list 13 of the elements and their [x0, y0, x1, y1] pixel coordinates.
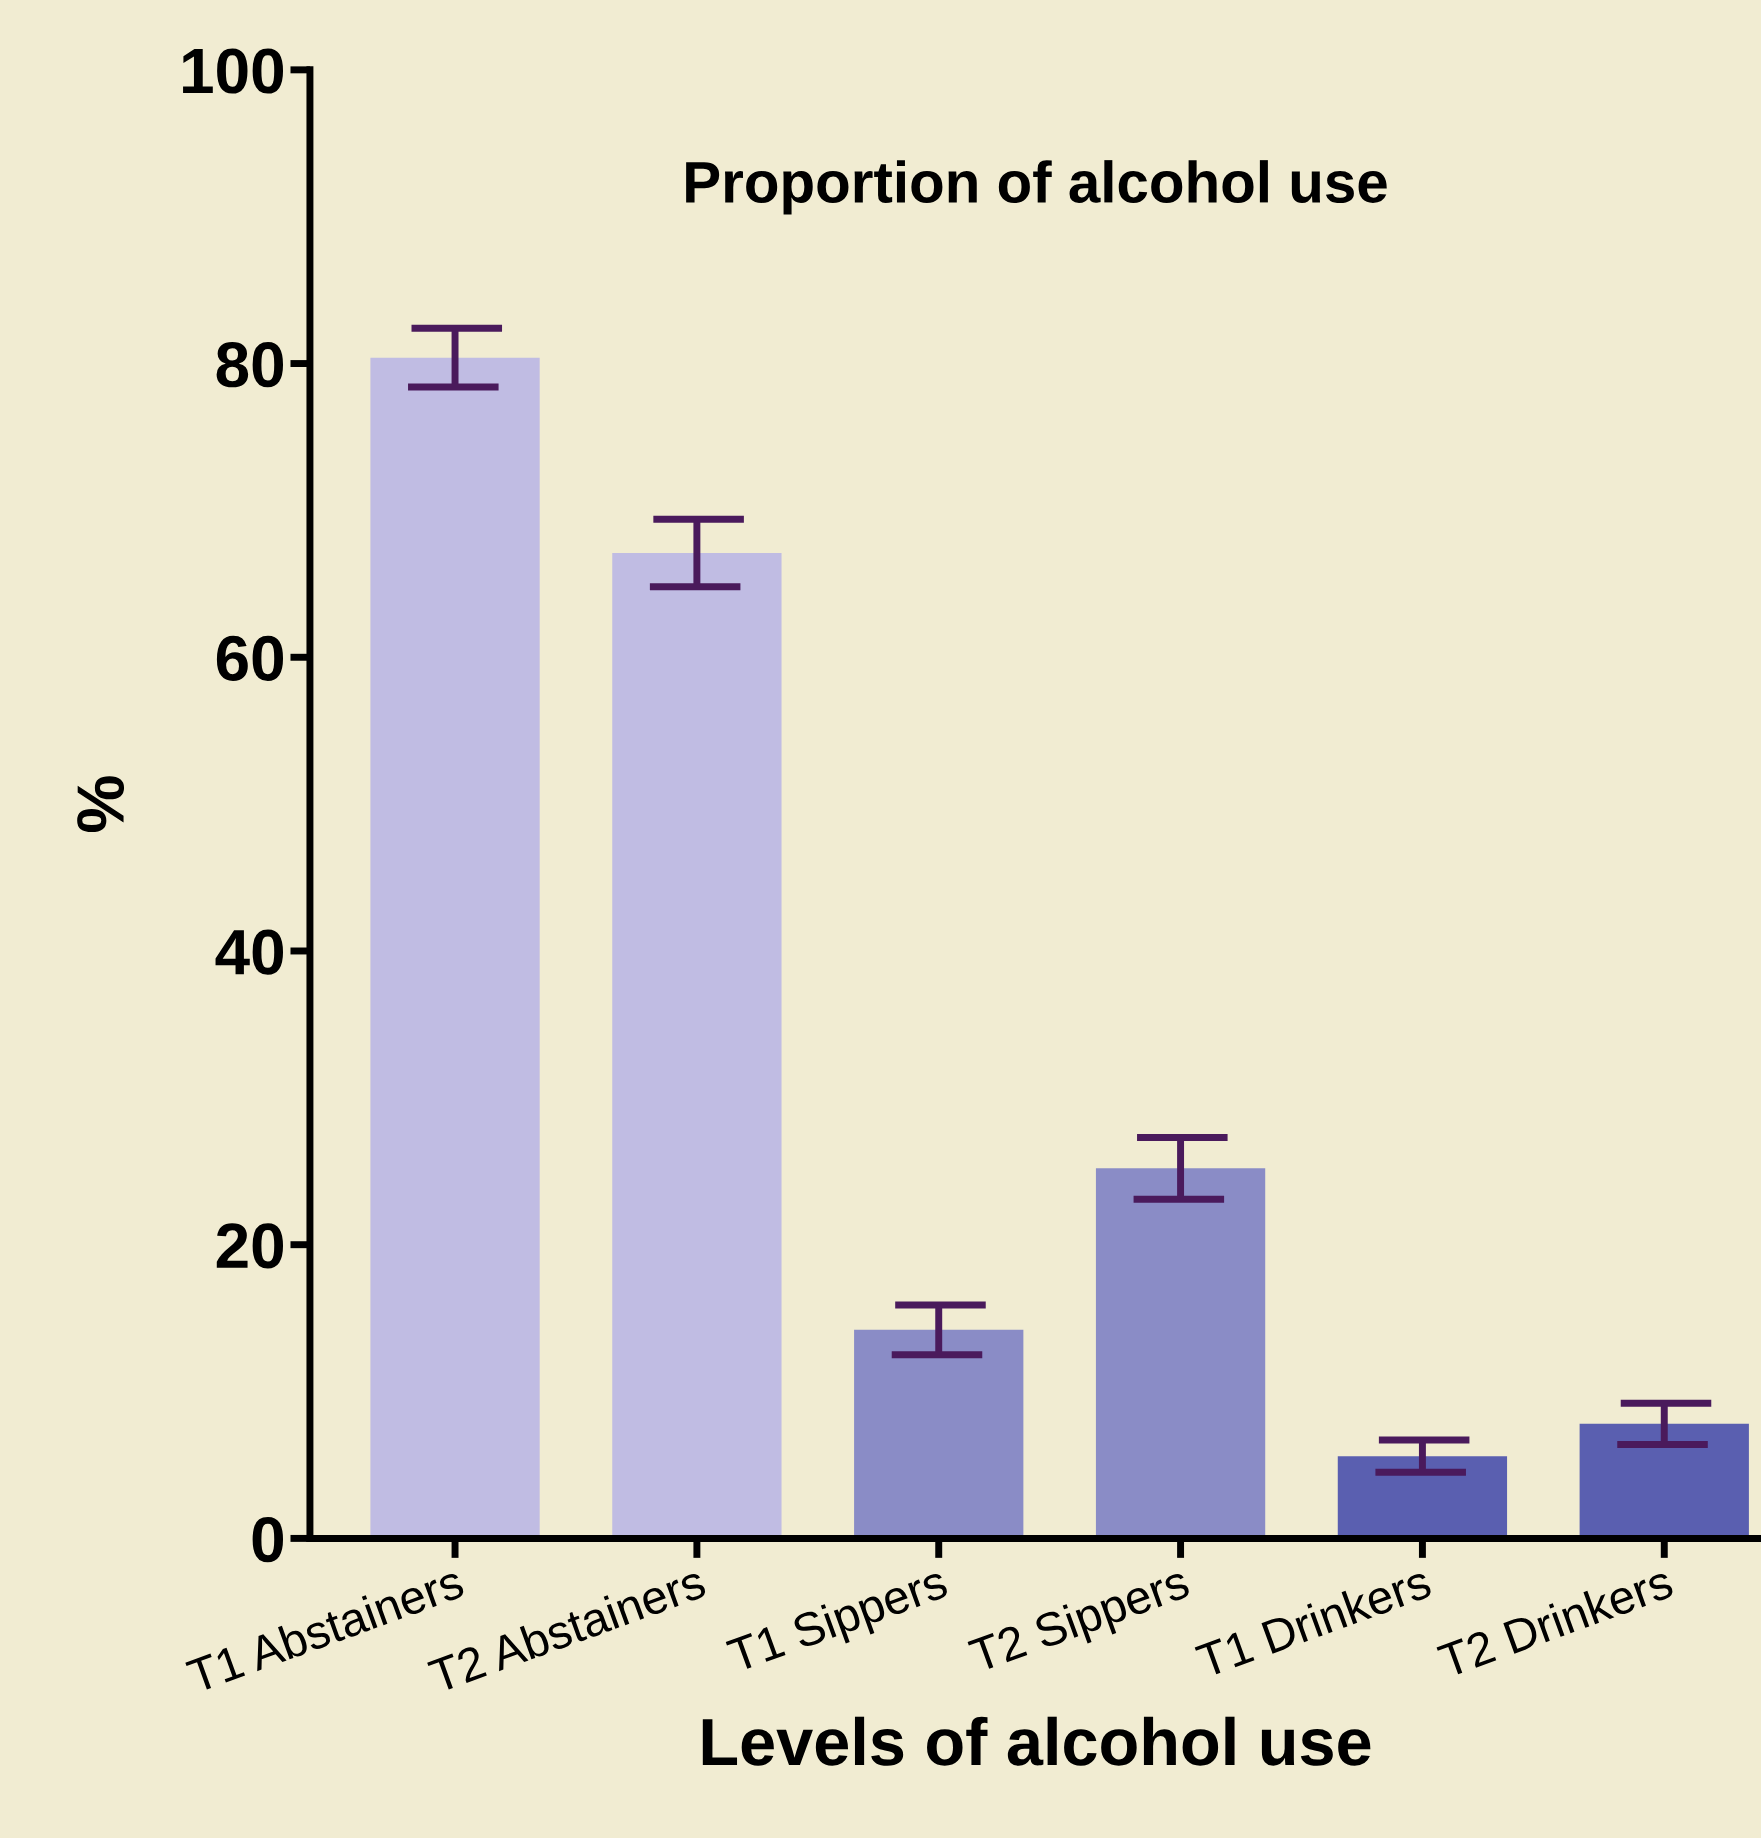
y-tick-label: 40 [215, 929, 284, 975]
y-axis-title: % [77, 776, 125, 833]
y-tick-label: 60 [216, 635, 284, 682]
y-tick-label: 80 [216, 342, 284, 388]
x-tick-label: T1 Drinkers [1194, 1563, 1433, 1679]
x-tick-label: T2 Drinkers [1435, 1563, 1675, 1679]
x-tick-label: T1 Sippers [725, 1563, 953, 1682]
x-axis-title: Levels of alcohol use [702, 1716, 1371, 1766]
y-tick-label: 100 [183, 48, 284, 94]
text: Proportion of alcohol use [686, 160, 1387, 215]
x-tick-label: T2 Sippers [967, 1563, 1195, 1682]
y-tick-label: 20 [216, 1223, 284, 1269]
y-tick-label: 0 [252, 1516, 284, 1563]
